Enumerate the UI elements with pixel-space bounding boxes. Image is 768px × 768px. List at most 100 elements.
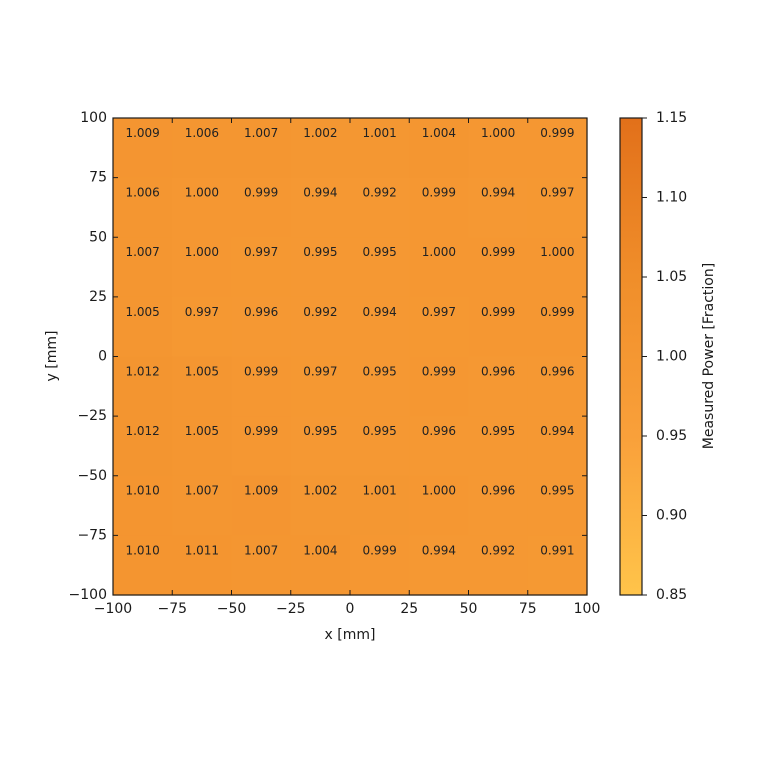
cell-value-label: 0.994 [481, 186, 515, 200]
heatmap-cell [350, 535, 410, 596]
x-axis-ticks: −100 −75 −50 −25 0 25 50 75 100 [94, 118, 601, 617]
cell-value-label: 0.999 [422, 364, 456, 378]
cell-value-label: 1.002 [303, 484, 337, 498]
heatmap-cell [350, 118, 410, 179]
y-tick-label: −100 [69, 587, 107, 603]
cell-value-label: 0.999 [244, 424, 278, 438]
cell-value-label: 1.010 [125, 484, 159, 498]
heatmap-cell [527, 416, 588, 477]
cell-value-label: 1.005 [185, 364, 219, 378]
heatmap-cell [290, 296, 351, 358]
cell-value-label: 1.007 [125, 245, 159, 259]
heatmap-cell [290, 237, 351, 298]
heatmap-cell [468, 416, 529, 477]
cell-value-label: 0.999 [481, 305, 515, 319]
cell-value-label: 0.995 [540, 484, 574, 498]
y-tick-label: 25 [89, 289, 107, 305]
heatmap-cell [527, 296, 588, 358]
colorbar-fill [620, 118, 642, 595]
heatmap-cell [409, 296, 470, 358]
heatmap-cell [350, 177, 410, 238]
cell-value-label: 1.000 [540, 245, 574, 259]
colorbar-tick-label: 0.90 [656, 508, 687, 524]
heatmap-cell [231, 118, 292, 179]
cell-value-label: 1.001 [362, 484, 396, 498]
cell-value-label: 0.995 [362, 424, 396, 438]
heatmap-cell [409, 475, 470, 536]
cell-value-label: 1.000 [185, 186, 219, 200]
y-tick-label: −75 [77, 527, 107, 543]
heatmap-cell [172, 475, 233, 536]
cell-value-label: 1.004 [303, 543, 337, 557]
x-tick-label: 25 [400, 601, 418, 617]
heatmap-cell [113, 356, 173, 417]
cell-value-label: 0.997 [422, 305, 456, 319]
heatmap-cell [468, 296, 529, 358]
heatmap-cell [113, 237, 173, 298]
cell-value-label: 0.997 [185, 305, 219, 319]
heatmap-cell [172, 296, 233, 358]
heatmap-cell [468, 535, 529, 596]
heatmap-cell [527, 237, 588, 298]
x-tick-label: −25 [276, 601, 306, 617]
heatmap-cell [113, 177, 173, 238]
cell-value-label: 0.999 [244, 364, 278, 378]
heatmap-cell [290, 535, 351, 596]
heatmap-cell [231, 416, 292, 477]
x-axis-title: x [mm] [325, 627, 376, 643]
heatmap-cell [231, 535, 292, 596]
cell-value-label: 1.011 [185, 543, 219, 557]
cell-value-label: 1.005 [185, 424, 219, 438]
cell-value-label: 1.001 [362, 126, 396, 140]
y-tick-label: −25 [77, 408, 107, 424]
cell-value-label: 0.996 [422, 424, 456, 438]
cell-value-label: 1.010 [125, 543, 159, 557]
heatmap-cell [231, 237, 292, 298]
cell-value-label: 0.994 [362, 305, 396, 319]
cell-value-label: 0.996 [540, 364, 574, 378]
y-tick-label: 100 [80, 110, 107, 126]
cell-value-label: 0.994 [303, 186, 337, 200]
colorbar-tick-label: 1.10 [656, 190, 687, 206]
x-tick-label: 100 [574, 601, 601, 617]
colorbar: 0.85 0.90 0.95 1.00 1.05 1.10 1.15 [619, 110, 687, 603]
colorbar-tick-label: 0.95 [656, 428, 687, 444]
heatmap-cell [172, 177, 233, 238]
cell-value-label: 0.997 [540, 186, 574, 200]
y-tick-label: 0 [98, 349, 107, 365]
heatmap-cell [172, 416, 233, 477]
cell-value-label: 0.997 [303, 364, 337, 378]
x-tick-label: 0 [346, 601, 355, 617]
cell-value-label: 1.009 [244, 484, 278, 498]
heatmap-cell [409, 416, 470, 477]
heatmap-cell [113, 475, 173, 536]
cell-value-label: 1.004 [422, 126, 456, 140]
cell-value-label: 0.999 [481, 245, 515, 259]
x-tick-label: −50 [217, 601, 247, 617]
cell-value-label: 1.000 [422, 245, 456, 259]
heatmap-cell [527, 475, 588, 536]
heatmap-cell [172, 535, 233, 596]
heatmap-cell [113, 296, 173, 358]
y-tick-label: 50 [89, 229, 107, 245]
heatmap-cell [350, 416, 410, 477]
x-tick-label: −75 [157, 601, 187, 617]
cell-value-label: 0.995 [481, 424, 515, 438]
cell-value-label: 0.999 [422, 186, 456, 200]
heatmap-cell [290, 118, 351, 179]
colorbar-ticks: 0.85 0.90 0.95 1.00 1.05 1.10 1.15 [642, 110, 687, 603]
heatmap-cell [468, 118, 529, 179]
colorbar-title: Measured Power [Fraction] [701, 263, 717, 449]
heatmap-cell [113, 118, 173, 179]
cell-value-label: 1.009 [125, 126, 159, 140]
y-axis-title: y [mm] [44, 331, 60, 382]
cell-value-label: 0.995 [303, 245, 337, 259]
heatmap-cell [231, 177, 292, 238]
heatmap-cell [468, 177, 529, 238]
heatmap-cell [409, 177, 470, 238]
heatmap-cell [172, 356, 233, 417]
cell-value-label: 0.995 [362, 245, 396, 259]
cell-value-label: 1.000 [185, 245, 219, 259]
heatmap-cell [231, 475, 292, 536]
